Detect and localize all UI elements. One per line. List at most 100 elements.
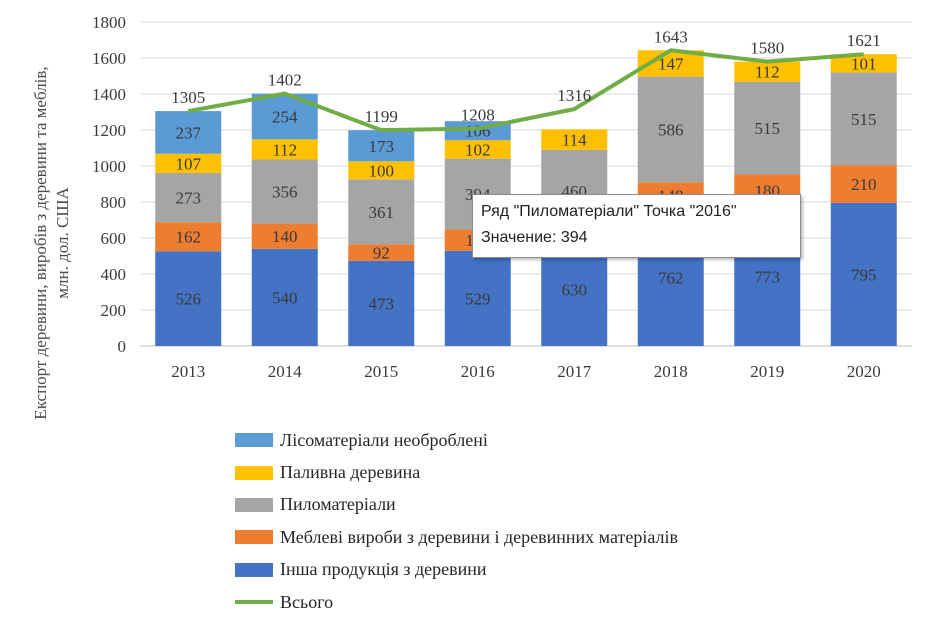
data-label: 210 xyxy=(851,175,877,194)
y-axis-title-line: млн. дол. США xyxy=(53,187,72,299)
bar-segment[interactable] xyxy=(541,129,608,150)
y-tick-label: 0 xyxy=(118,337,127,356)
bar-segment[interactable] xyxy=(444,250,511,346)
x-axis: 2013 2014 2015 2016 2017 2018 2019 2020 xyxy=(171,362,881,381)
tooltip-value: Значение: 394 xyxy=(481,229,588,246)
bar-segment[interactable] xyxy=(155,173,222,223)
total-label: 1316 xyxy=(557,86,591,105)
total-label: 1580 xyxy=(750,39,784,58)
data-label: 140 xyxy=(272,227,298,246)
x-tick-label: 2020 xyxy=(847,362,881,381)
bar-segment[interactable] xyxy=(830,72,897,166)
legend: Лісоматеріали необроблені Паливна деревин… xyxy=(235,424,678,618)
bar-segment[interactable] xyxy=(348,161,415,180)
bar-segment[interactable] xyxy=(444,140,511,159)
y-tick-label: 1600 xyxy=(92,49,126,68)
total-series-line[interactable] xyxy=(187,48,864,133)
y-tick-label: 800 xyxy=(101,193,127,212)
y-tick-label: 200 xyxy=(101,301,127,320)
legend-label: Лісоматеріали необроблені xyxy=(280,429,488,450)
y-axis-title-line: Експорт деревини, виробів з деревини та … xyxy=(31,66,50,419)
legend-item[interactable]: Лісоматеріали необроблені xyxy=(235,424,678,456)
data-label: 540 xyxy=(272,288,298,307)
data-label: 237 xyxy=(176,123,202,142)
data-label: 112 xyxy=(755,63,780,82)
bar-segment[interactable] xyxy=(348,130,415,162)
x-tick-label: 2019 xyxy=(750,362,784,381)
legend-line-marker xyxy=(235,600,273,605)
legend-swatch xyxy=(235,562,273,577)
legend-item[interactable]: Паливна деревина xyxy=(235,456,678,488)
x-tick-label: 2018 xyxy=(654,362,688,381)
y-tick-label: 1000 xyxy=(92,157,126,176)
bar-segment[interactable] xyxy=(734,81,801,175)
bar-segment[interactable] xyxy=(348,244,415,261)
data-label: 529 xyxy=(465,289,491,308)
bar-segment[interactable] xyxy=(348,260,415,346)
x-tick-label: 2017 xyxy=(557,362,592,381)
data-label: 762 xyxy=(658,268,684,287)
data-label: 356 xyxy=(272,183,298,202)
y-tick-label: 1200 xyxy=(92,121,126,140)
data-label: 586 xyxy=(658,120,684,139)
bar-segment[interactable] xyxy=(251,159,318,224)
data-label: 112 xyxy=(272,140,297,159)
bar-segment[interactable] xyxy=(830,165,897,203)
legend-item[interactable]: Пиломатеріали xyxy=(235,489,678,521)
data-label: 100 xyxy=(369,161,395,180)
data-label: 254 xyxy=(272,108,298,127)
bar-segment[interactable] xyxy=(155,251,222,346)
y-tick-label: 1800 xyxy=(92,13,126,32)
legend-swatch xyxy=(235,433,273,448)
bar-segment[interactable] xyxy=(155,222,222,252)
bar-segment[interactable] xyxy=(251,248,318,346)
total-line: 1305 1402 1199 1208 1316 1643 1580 1621 xyxy=(171,27,881,133)
data-label: 173 xyxy=(369,137,395,156)
data-tooltip: Ряд "Пиломатеріали" Точка "2016" Значени… xyxy=(472,194,801,258)
legend-item[interactable]: Всього xyxy=(235,586,678,618)
total-label: 1643 xyxy=(654,27,688,46)
data-label: 630 xyxy=(562,280,588,299)
bar-segment[interactable] xyxy=(734,61,801,82)
bar-segment[interactable] xyxy=(155,111,222,154)
bar-segment[interactable] xyxy=(637,76,704,183)
data-label: 273 xyxy=(176,189,202,208)
total-label: 1621 xyxy=(847,31,881,50)
bar-segment[interactable] xyxy=(251,223,318,249)
y-tick-label: 1400 xyxy=(92,85,126,104)
legend-swatch xyxy=(235,465,273,480)
legend-swatch xyxy=(235,497,273,512)
total-label: 1199 xyxy=(365,107,398,126)
tooltip-series-point: Ряд "Пиломатеріали" Точка "2016" xyxy=(481,203,737,220)
total-label: 1208 xyxy=(461,106,495,125)
x-tick-label: 2016 xyxy=(461,362,495,381)
legend-label: Меблеві вироби з деревини і деревинних м… xyxy=(280,526,678,547)
y-axis-title: Експорт деревини, виробів з деревини та … xyxy=(31,66,72,419)
y-tick-label: 400 xyxy=(101,265,127,284)
x-tick-label: 2014 xyxy=(268,362,303,381)
total-label: 1305 xyxy=(171,88,205,107)
legend-label: Всього xyxy=(280,591,334,612)
legend-label: Пиломатеріали xyxy=(280,494,396,515)
data-label: 106 xyxy=(465,122,491,141)
legend-label: Інша продукція з деревини xyxy=(280,559,487,580)
y-tick-label: 600 xyxy=(101,229,127,248)
data-label: 102 xyxy=(465,140,491,159)
legend-item[interactable]: Меблеві вироби з деревини і деревинних м… xyxy=(235,521,678,553)
bar-segment[interactable] xyxy=(155,153,222,174)
legend-label: Паливна деревина xyxy=(280,462,421,483)
legend-item[interactable]: Інша продукція з деревини xyxy=(235,554,678,586)
bar-segment[interactable] xyxy=(251,139,318,160)
bar-segment[interactable] xyxy=(830,202,897,346)
bar-segment[interactable] xyxy=(830,54,897,73)
x-tick-label: 2013 xyxy=(171,362,205,381)
data-label: 361 xyxy=(369,203,395,222)
data-label: 162 xyxy=(176,228,202,247)
data-label: 147 xyxy=(658,54,684,73)
data-label: 773 xyxy=(755,267,781,286)
data-label: 526 xyxy=(176,290,202,309)
data-label: 114 xyxy=(562,131,587,150)
data-label: 92 xyxy=(373,244,390,263)
bar-segment[interactable] xyxy=(348,179,415,245)
x-tick-label: 2015 xyxy=(364,362,398,381)
